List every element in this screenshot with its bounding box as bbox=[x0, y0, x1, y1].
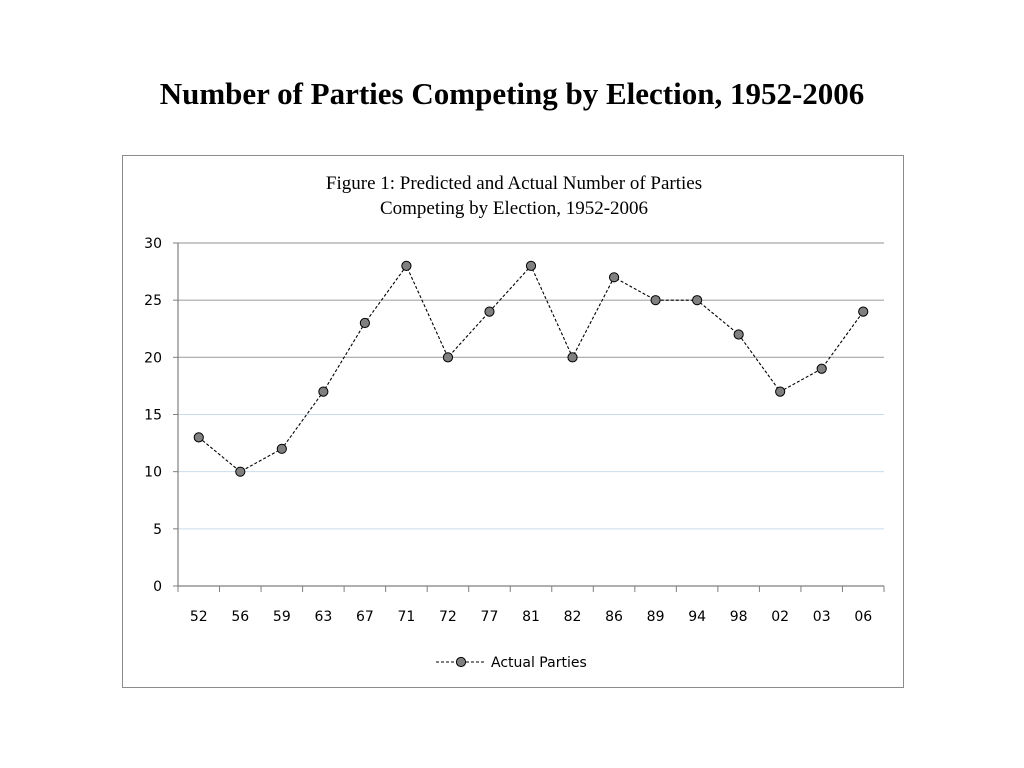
x-tick-label: 63 bbox=[314, 609, 332, 625]
data-point bbox=[567, 352, 578, 363]
y-tick-label: 10 bbox=[144, 465, 162, 481]
x-tick-label: 81 bbox=[522, 609, 540, 625]
data-point bbox=[816, 363, 827, 374]
chart-frame: Figure 1: Predicted and Actual Number of… bbox=[122, 155, 904, 688]
y-tick-label: 5 bbox=[153, 522, 162, 538]
data-point bbox=[858, 306, 869, 317]
x-tick-label: 03 bbox=[813, 609, 831, 625]
y-tick-label: 25 bbox=[144, 293, 162, 309]
data-point bbox=[359, 317, 370, 329]
data-point bbox=[193, 432, 204, 443]
legend-label: Actual Parties bbox=[491, 655, 587, 671]
x-tick-label: 67 bbox=[356, 609, 374, 625]
x-tick-label: 77 bbox=[481, 609, 499, 625]
data-point bbox=[484, 306, 495, 317]
x-tick-label: 98 bbox=[730, 609, 748, 625]
x-tick-label: 82 bbox=[564, 609, 582, 625]
x-tick-label: 72 bbox=[439, 609, 457, 625]
data-point bbox=[276, 443, 287, 454]
y-tick-label: 20 bbox=[144, 350, 162, 366]
data-point bbox=[525, 260, 537, 271]
series-line bbox=[198, 264, 864, 473]
data-point bbox=[318, 386, 329, 397]
x-tick-label: 02 bbox=[771, 609, 789, 625]
data-point bbox=[442, 352, 454, 363]
x-tick-label: 56 bbox=[231, 609, 249, 625]
data-point bbox=[692, 295, 703, 306]
chart-title-line: Figure 1: Predicted and Actual Number of… bbox=[326, 173, 702, 194]
x-tick-label: 89 bbox=[647, 609, 665, 625]
y-tick-label: 0 bbox=[153, 579, 162, 595]
y-tick-label: 30 bbox=[144, 236, 162, 252]
data-point bbox=[235, 466, 246, 477]
y-tick-label: 15 bbox=[144, 408, 162, 424]
data-point bbox=[775, 386, 786, 397]
x-tick-label: 94 bbox=[688, 609, 706, 625]
x-tick-label: 52 bbox=[190, 609, 208, 625]
data-point bbox=[401, 260, 412, 271]
line-chart: Figure 1: Predicted and Actual Number of… bbox=[144, 173, 885, 671]
slide-title: Number of Parties Competing by Election,… bbox=[159, 76, 865, 111]
data-point bbox=[608, 272, 620, 283]
x-tick-label: 06 bbox=[854, 609, 872, 625]
legend-marker-swatch bbox=[455, 656, 467, 668]
chart-title-line: Competing by Election, 1952-2006 bbox=[380, 198, 648, 219]
x-tick-label: 86 bbox=[605, 609, 623, 625]
x-tick-label: 71 bbox=[397, 609, 415, 625]
data-point bbox=[650, 295, 661, 306]
data-point bbox=[733, 329, 744, 340]
x-tick-label: 59 bbox=[273, 609, 291, 625]
